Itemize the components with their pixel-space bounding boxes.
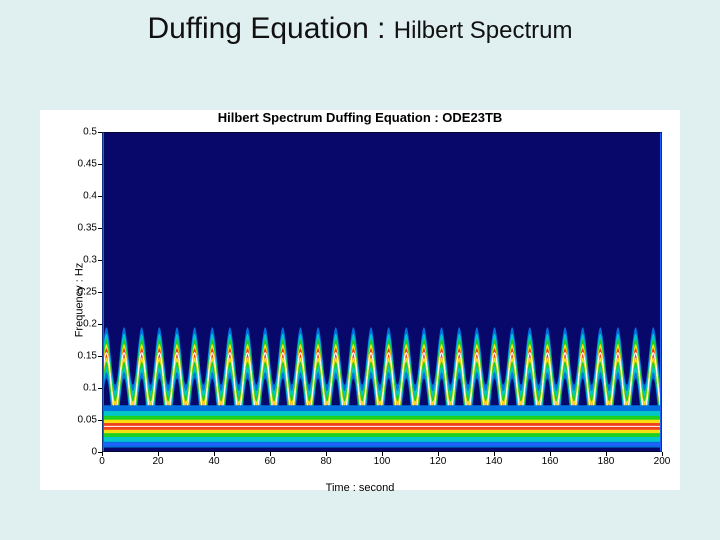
x-tick-mark <box>326 452 327 456</box>
x-tick-label: 40 <box>208 456 219 467</box>
x-tick-mark <box>662 452 663 456</box>
x-tick-mark <box>214 452 215 456</box>
x-tick-mark <box>494 452 495 456</box>
y-tick-label: 0.4 <box>57 191 97 202</box>
x-tick-mark <box>438 452 439 456</box>
x-tick-mark <box>270 452 271 456</box>
slide-title: Duffing Equation : Hilbert Spectrum <box>0 12 720 46</box>
figure: Hilbert Spectrum Duffing Equation : ODE2… <box>40 110 680 490</box>
x-tick-mark <box>382 452 383 456</box>
x-tick-mark <box>606 452 607 456</box>
title-main: Duffing Equation : <box>147 12 393 45</box>
y-tick-label: 0.1 <box>57 383 97 394</box>
y-tick-label: 0 <box>57 447 97 458</box>
x-tick-label: 0 <box>99 456 105 467</box>
y-tick-mark <box>98 292 102 293</box>
axes: 00.050.10.150.20.250.30.350.40.450.50204… <box>102 132 662 452</box>
y-tick-mark <box>98 356 102 357</box>
y-tick-label: 0.25 <box>57 287 97 298</box>
y-tick-mark <box>98 132 102 133</box>
x-tick-label: 120 <box>430 456 447 467</box>
y-tick-label: 0.05 <box>57 415 97 426</box>
x-tick-label: 200 <box>654 456 671 467</box>
title-sub: Hilbert Spectrum <box>394 17 573 44</box>
y-tick-label: 0.3 <box>57 255 97 266</box>
x-tick-label: 140 <box>486 456 503 467</box>
x-tick-mark <box>158 452 159 456</box>
x-tick-label: 100 <box>374 456 391 467</box>
y-tick-mark <box>98 228 102 229</box>
y-tick-label: 0.35 <box>57 223 97 234</box>
y-tick-mark <box>98 388 102 389</box>
y-tick-mark <box>98 260 102 261</box>
y-tick-label: 0.5 <box>57 127 97 138</box>
spectrum-plot <box>102 132 662 452</box>
x-tick-label: 60 <box>264 456 275 467</box>
y-tick-label: 0.45 <box>57 159 97 170</box>
y-tick-label: 0.2 <box>57 319 97 330</box>
x-tick-mark <box>102 452 103 456</box>
y-tick-label: 0.15 <box>57 351 97 362</box>
x-tick-label: 20 <box>152 456 163 467</box>
y-tick-mark <box>98 164 102 165</box>
x-tick-label: 180 <box>598 456 615 467</box>
x-tick-mark <box>550 452 551 456</box>
x-tick-label: 80 <box>320 456 331 467</box>
figure-title: Hilbert Spectrum Duffing Equation : ODE2… <box>40 110 680 125</box>
y-tick-mark <box>98 196 102 197</box>
y-tick-mark <box>98 420 102 421</box>
x-axis-label: Time : second <box>40 482 680 494</box>
y-tick-mark <box>98 324 102 325</box>
slide: Duffing Equation : Hilbert Spectrum Hilb… <box>0 0 720 540</box>
x-tick-label: 160 <box>542 456 559 467</box>
